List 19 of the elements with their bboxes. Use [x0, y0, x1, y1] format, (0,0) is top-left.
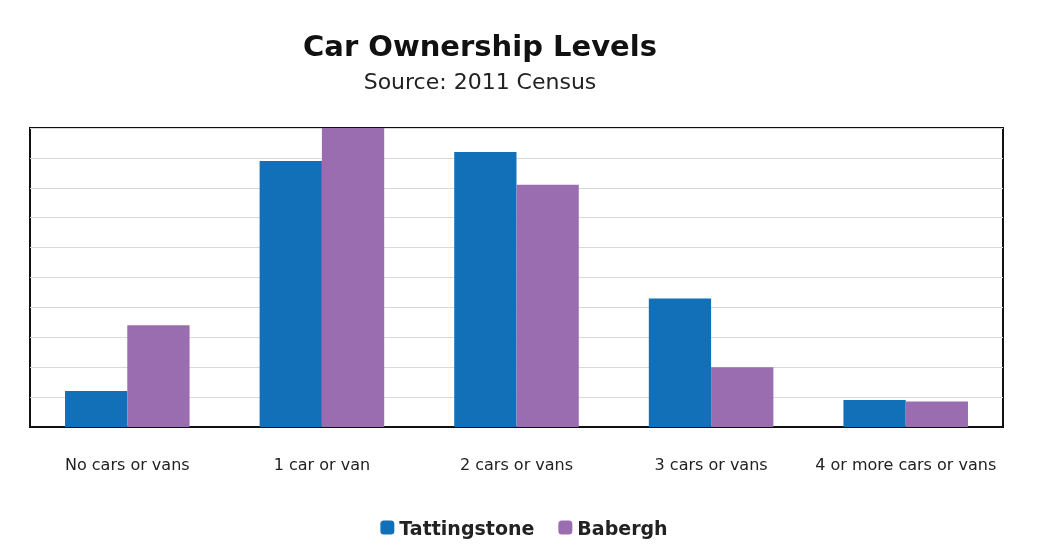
legend-label: Babergh	[577, 516, 668, 539]
bar	[321, 128, 385, 427]
bar	[905, 401, 968, 427]
bar	[65, 391, 128, 427]
chart-title: Car Ownership Levels	[303, 28, 657, 63]
x-tick-label: 3 cars or vans	[654, 455, 768, 474]
bar	[454, 151, 517, 427]
bar	[127, 325, 190, 427]
bar	[648, 298, 712, 427]
x-tick-label: 1 car or van	[273, 455, 371, 474]
bar	[711, 367, 774, 427]
x-tick-label: No cars or vans	[64, 455, 190, 474]
bar	[843, 400, 906, 427]
chart-subtitle: Source: 2011 Census	[363, 68, 597, 94]
x-tick-label: 4 or more cars or vans	[815, 455, 997, 474]
bar	[259, 160, 322, 427]
bar	[516, 184, 579, 427]
legend-label: Tattingstone	[399, 516, 535, 539]
x-tick-label: 2 cars or vans	[459, 455, 574, 474]
